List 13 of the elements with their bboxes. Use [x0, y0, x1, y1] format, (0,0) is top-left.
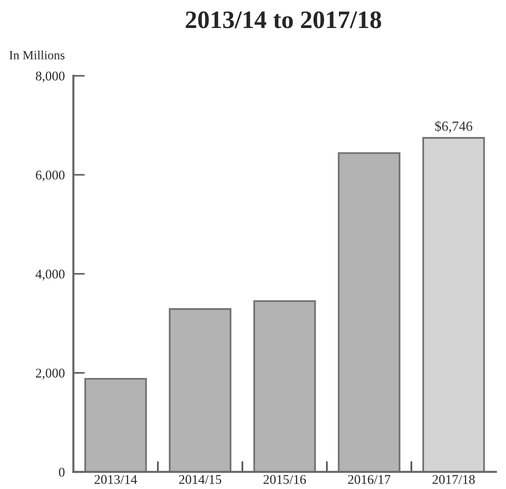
y-tick-label: 0 — [58, 468, 65, 477]
x-tick-label: 2016/17 — [348, 475, 390, 484]
data-label: $6,746 — [435, 120, 472, 133]
y-axis-title: In Millions — [9, 50, 64, 60]
x-tick-label: 2015/16 — [264, 475, 306, 484]
y-tick-label: 6,000 — [36, 170, 65, 182]
x-tick-label: 2013/14 — [94, 475, 138, 484]
chart-title: 2013/14 to 2017/18 — [186, 11, 382, 28]
y-tick-label: 8,000 — [36, 72, 65, 82]
x-tick-label: 2017/18 — [432, 475, 475, 484]
y-tick-label: 4,000 — [36, 270, 65, 280]
x-tick-label: 2014/15 — [179, 475, 222, 484]
y-tick-label: 2,000 — [36, 368, 65, 380]
